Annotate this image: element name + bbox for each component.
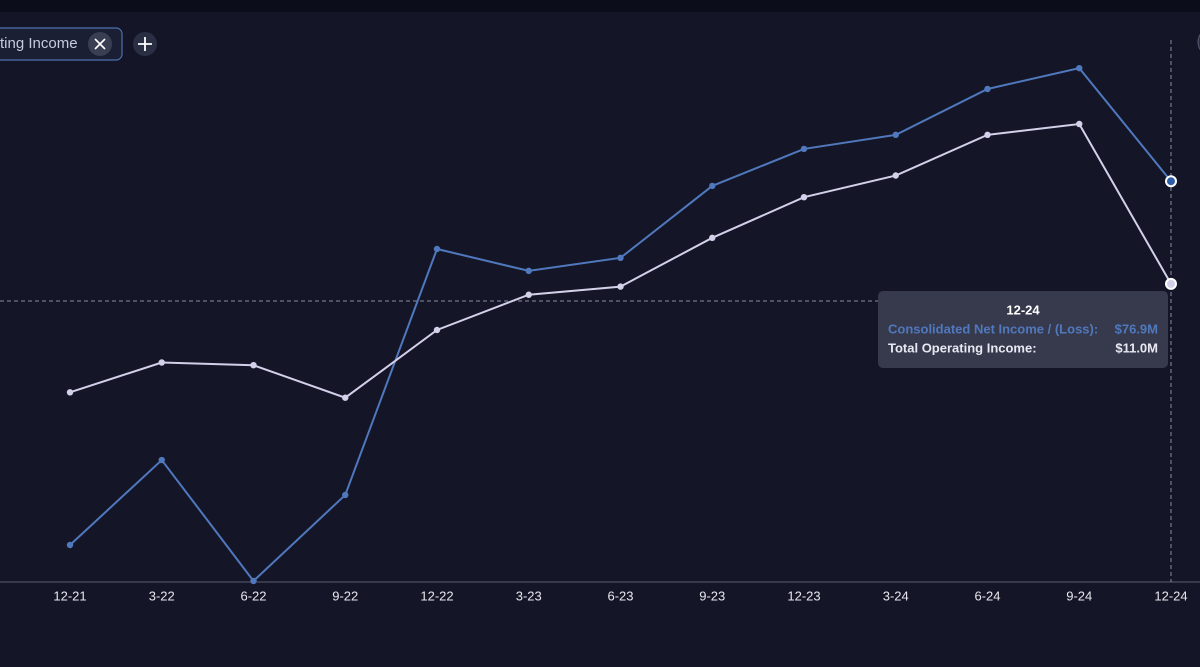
close-button[interactable] <box>88 32 112 56</box>
add-button[interactable] <box>133 32 157 56</box>
x-tick-label: 3-22 <box>149 588 175 603</box>
x-tick-label: 9-24 <box>1066 588 1092 603</box>
data-point <box>617 254 624 262</box>
tooltip-label: Total Operating Income: <box>888 340 1037 355</box>
top-bar <box>0 0 1200 12</box>
data-point <box>525 291 532 298</box>
x-tick-label: 6-24 <box>974 588 1000 603</box>
data-point <box>984 85 991 93</box>
data-point <box>342 491 349 499</box>
data-point <box>1165 277 1177 290</box>
data-point <box>433 326 441 334</box>
data-point <box>709 234 716 242</box>
data-point <box>709 182 716 190</box>
data-point <box>250 362 257 369</box>
data-point <box>1076 64 1083 72</box>
tooltip-label: Consolidated Net Income / (Loss): <box>888 321 1098 336</box>
tooltip-box <box>878 291 1168 368</box>
data-point <box>66 389 74 396</box>
data-point <box>617 283 624 290</box>
x-tick-label: 9-23 <box>699 588 725 603</box>
x-tick-label: 12-21 <box>53 588 86 603</box>
x-tick-label: 6-23 <box>607 588 633 603</box>
data-point <box>525 267 532 275</box>
tab-label: ting Income <box>0 35 78 52</box>
data-point <box>158 359 165 366</box>
x-tick-label: 3-23 <box>516 588 542 603</box>
x-tick-label: 6-22 <box>240 588 266 603</box>
tooltip-value: $11.0M <box>1115 340 1158 355</box>
x-tick-label: 9-22 <box>332 588 358 603</box>
data-point <box>1165 175 1177 188</box>
tooltip-title: 12-24 <box>1006 302 1040 317</box>
tooltip-value: $76.9M <box>1115 321 1158 336</box>
x-tick-label: 12-24 <box>1154 588 1187 603</box>
data-point <box>342 394 349 401</box>
data-point <box>892 172 899 179</box>
data-point <box>1076 120 1083 128</box>
tooltip: 12-24 Consolidated Net Income / (Loss): … <box>878 291 1168 368</box>
x-tick-label: 12-23 <box>787 588 820 603</box>
data-point <box>800 193 808 201</box>
close-icon <box>94 38 106 50</box>
plot <box>66 64 1177 585</box>
data-point <box>433 245 441 253</box>
x-tick-label: 12-22 <box>420 588 453 603</box>
x-tick-label: 3-24 <box>883 588 909 603</box>
add-icon <box>138 37 152 51</box>
data-point <box>800 145 808 153</box>
data-point <box>984 131 991 139</box>
data-point <box>158 456 165 464</box>
data-point <box>892 131 899 139</box>
data-point <box>66 541 74 549</box>
data-point <box>250 577 257 585</box>
